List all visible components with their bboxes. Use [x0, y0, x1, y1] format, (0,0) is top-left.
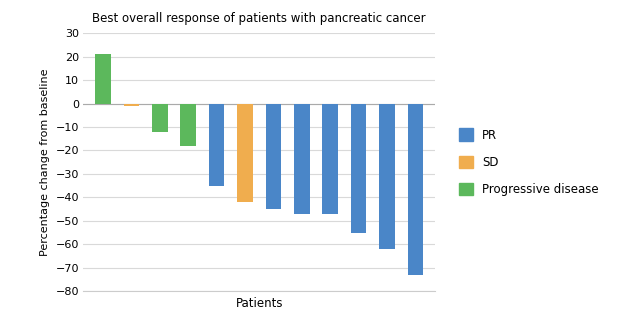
Bar: [323, 104, 338, 214]
Bar: [152, 104, 168, 132]
Y-axis label: Percentage change from baseline: Percentage change from baseline: [40, 69, 50, 256]
Bar: [266, 104, 281, 209]
Bar: [351, 104, 366, 233]
Bar: [209, 104, 225, 186]
Bar: [180, 104, 196, 146]
Bar: [95, 54, 111, 104]
Title: Best overall response of patients with pancreatic cancer: Best overall response of patients with p…: [92, 12, 426, 25]
Legend: PR, SD, Progressive disease: PR, SD, Progressive disease: [459, 128, 599, 196]
Bar: [408, 104, 423, 275]
X-axis label: Patients: Patients: [236, 297, 283, 310]
Bar: [237, 104, 253, 202]
Bar: [124, 104, 140, 106]
Bar: [294, 104, 310, 214]
Bar: [379, 104, 395, 249]
